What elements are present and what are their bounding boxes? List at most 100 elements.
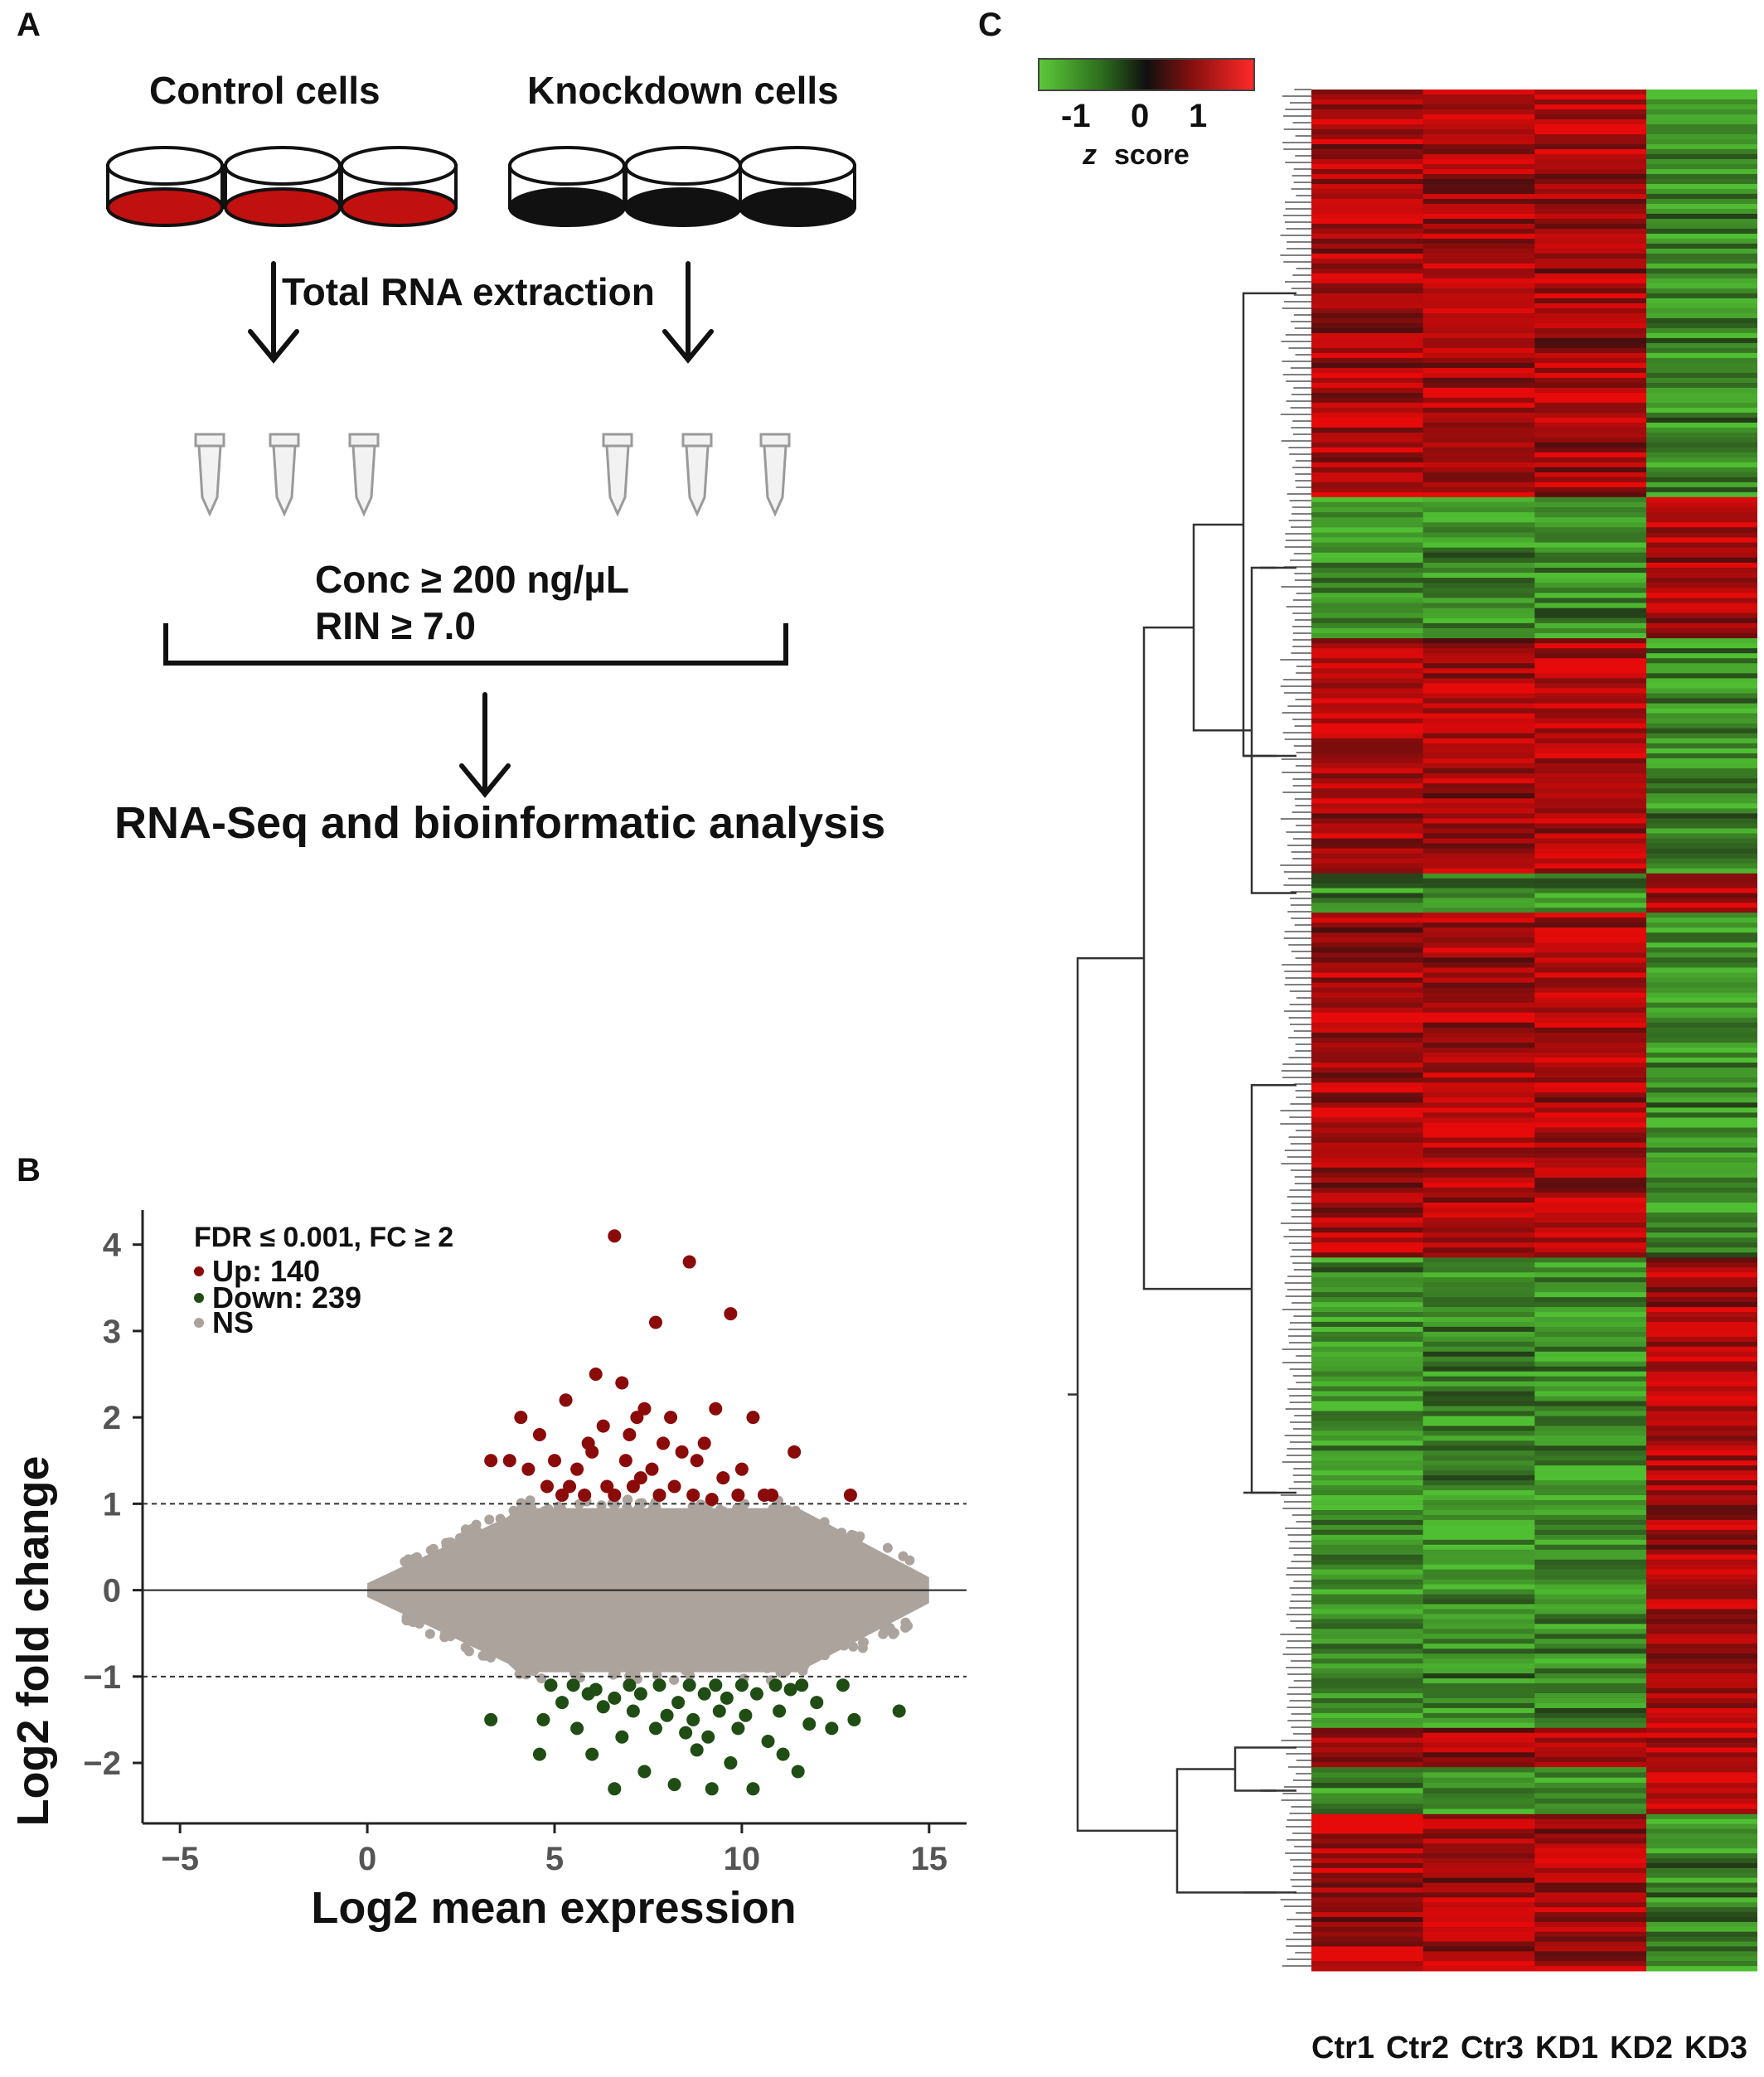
heatmap-cell — [1422, 283, 1535, 289]
heatmap-cell — [1422, 1961, 1535, 1967]
heatmap-cell — [1534, 1213, 1647, 1218]
heatmap-cell — [1534, 1480, 1647, 1486]
heatmap-cell — [1311, 119, 1424, 125]
heatmap-cell — [1311, 1926, 1424, 1933]
heatmap-cell — [1311, 888, 1424, 893]
heatmap-cell — [1534, 562, 1647, 569]
heatmap-cell — [1534, 109, 1647, 115]
heatmap-cell — [1646, 778, 1757, 784]
heatmap-cell — [1311, 1495, 1424, 1501]
heatmap-column-label: Ctr2 — [1386, 2031, 1450, 2065]
heatmap-cell — [1646, 793, 1757, 799]
heatmap-cell — [1311, 1589, 1424, 1595]
heatmap-cell — [1311, 1445, 1424, 1451]
heatmap-cell — [1534, 1072, 1647, 1078]
heatmap-cell — [1534, 392, 1647, 399]
heatmap-cell — [1422, 1697, 1535, 1704]
heatmap-cell — [1646, 1926, 1757, 1933]
heatmap-cell — [1311, 377, 1424, 384]
heatmap-cell — [1311, 982, 1424, 989]
heatmap-cell — [1311, 138, 1424, 145]
heatmap-cell — [1646, 997, 1757, 1004]
heatmap-cell — [1646, 223, 1757, 230]
heatmap-cell — [1534, 1757, 1647, 1763]
heatmap-cell — [1311, 1341, 1424, 1348]
down-point — [608, 1782, 622, 1796]
heatmap-cell — [1534, 648, 1647, 654]
heatmap-cell — [1646, 238, 1757, 244]
heatmap-cell — [1422, 1584, 1535, 1590]
heatmap-cell — [1534, 833, 1647, 840]
heatmap-cell — [1534, 1426, 1647, 1431]
heatmap-cell — [1534, 542, 1647, 549]
heatmap-cell — [1422, 653, 1535, 659]
heatmap-cell — [1534, 768, 1647, 774]
heatmap-cell — [1422, 298, 1535, 304]
tube-icon — [348, 433, 380, 517]
heatmap-cell — [1422, 982, 1535, 989]
ns-point — [708, 1510, 719, 1521]
heatmap-cell — [1311, 1767, 1424, 1773]
heatmap-cell — [1422, 763, 1535, 769]
heatmap-cell — [1311, 148, 1424, 155]
heatmap-cell — [1311, 307, 1424, 314]
heatmap-cell — [1534, 1440, 1647, 1446]
heatmap-cell — [1422, 482, 1535, 488]
heatmap-cell — [1311, 1823, 1424, 1830]
heatmap-cell — [1534, 173, 1647, 180]
heatmap-cell — [1646, 982, 1757, 989]
up-point — [648, 1315, 662, 1329]
heatmap-cell — [1646, 648, 1757, 654]
heatmap-cell — [1311, 1818, 1424, 1825]
heatmap-cell — [1534, 1747, 1647, 1753]
heatmap-cell — [1311, 1683, 1424, 1689]
heatmap-cell — [1534, 1485, 1647, 1491]
heatmap-cell — [1646, 1092, 1757, 1098]
up-point — [633, 1471, 647, 1485]
heatmap-cell — [1422, 627, 1535, 634]
up-point — [652, 1488, 666, 1502]
heatmap-cell — [1646, 1727, 1757, 1734]
heatmap-cell — [1311, 1936, 1424, 1943]
heatmap-cell — [1311, 477, 1424, 483]
heatmap-cell — [1422, 387, 1535, 394]
heatmap-cell — [1422, 1762, 1535, 1768]
heatmap-cell — [1534, 1287, 1647, 1293]
up-point — [675, 1445, 689, 1459]
up-point — [765, 1488, 779, 1502]
heatmap-cell — [1646, 1421, 1757, 1426]
heatmap-cell — [1311, 1853, 1424, 1859]
heatmap-cell — [1422, 352, 1535, 359]
heatmap-cell — [1422, 1702, 1535, 1709]
heatmap-cell — [1311, 1127, 1424, 1134]
heatmap-cell — [1422, 1182, 1535, 1189]
up-point — [559, 1393, 573, 1407]
down-point — [705, 1782, 719, 1796]
heatmap-cell — [1422, 1307, 1535, 1313]
heatmap-cell — [1534, 1892, 1647, 1898]
heatmap-cell — [1534, 1599, 1647, 1605]
heatmap-cell — [1311, 1757, 1424, 1763]
heatmap-cell — [1534, 1162, 1647, 1169]
heatmap-cell — [1311, 1813, 1424, 1820]
heatmap-cell — [1646, 1634, 1757, 1639]
heatmap-cell — [1646, 462, 1757, 468]
heatmap-cell — [1534, 258, 1647, 264]
heatmap-cell — [1422, 1257, 1535, 1263]
heatmap-cell — [1646, 1460, 1757, 1466]
heatmap-cell — [1422, 288, 1535, 294]
heatmap-cell — [1422, 823, 1535, 829]
down-point — [679, 1726, 693, 1740]
heatmap-cell — [1311, 1941, 1424, 1947]
heatmap-cell — [1422, 1162, 1535, 1169]
down-point — [536, 1712, 550, 1726]
heatmap-cell — [1422, 1848, 1535, 1854]
heatmap-cell — [1422, 1218, 1535, 1223]
heatmap-cell — [1311, 793, 1424, 799]
heatmap-cell — [1534, 853, 1647, 859]
heatmap-cell — [1422, 1077, 1535, 1083]
heatmap-cell — [1311, 562, 1424, 569]
heatmap-cell — [1422, 598, 1535, 604]
up-point — [637, 1402, 652, 1416]
